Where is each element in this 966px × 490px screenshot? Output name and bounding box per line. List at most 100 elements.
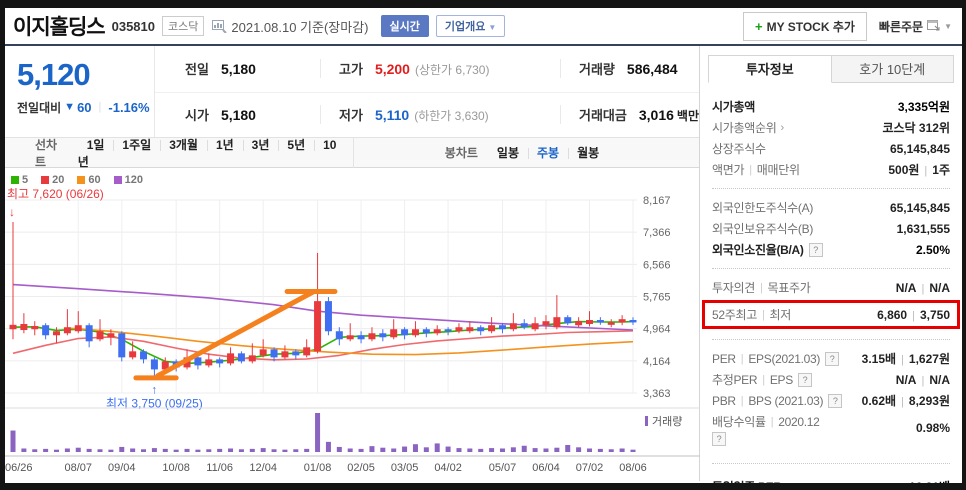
svg-text:최저 3,750 (09/25): 최저 3,750 (09/25): [106, 396, 203, 410]
info-group: 투자의견 | 목표주가 N/A | N/A 52주최고 | 최저 6,860 | 3,750: [702, 268, 960, 339]
reference-date: 2021.08.10 기준(장마감): [231, 19, 369, 35]
realtime-button[interactable]: 실시간: [380, 15, 429, 37]
tab-line-period-1[interactable]: 1일: [86, 137, 105, 152]
svg-text:09/04: 09/04: [108, 462, 136, 474]
info-value: 500원 | 1주: [888, 163, 950, 177]
prev-close-label: 전일: [185, 62, 209, 78]
svg-text:12/04: 12/04: [249, 462, 277, 474]
tab-line-period-7[interactable]: 10년: [77, 137, 337, 169]
info-group: 시가총액 3,335억원 시가총액순위 › 코스닥 312위 상장주식수 65,145,84…: [712, 93, 950, 188]
current-price-block: 5,120 전일대비 ▼ 60 | -1.16%: [5, 46, 156, 137]
svg-text:08/06: 08/06: [619, 462, 647, 474]
help-icon[interactable]: ?: [825, 351, 840, 366]
tab-invest-info[interactable]: 투자정보: [708, 55, 832, 83]
legend-swatch-icon: [113, 176, 122, 184]
high-label: 고가: [339, 62, 363, 78]
quick-order-button[interactable]: 빠른주문 ▼: [878, 19, 952, 34]
open-value: 5,180: [220, 107, 256, 124]
ma-legend-item: 5: [11, 174, 28, 186]
svg-text:06/04: 06/04: [532, 462, 560, 474]
info-group: 외국인한도주식수(A) 65,145,845 외국인보유주식수(B) 1,631,55…: [712, 188, 950, 268]
svg-text:07/02: 07/02: [576, 462, 604, 474]
info-panel: 투자정보 호가 10단계 시가총액 3,335억원 시가총액순위 › 코스닥 312위 상…: [700, 46, 962, 483]
stock-chart[interactable]: 5 20 60 120 8,167 7,366 6,566 5,765 4,964 4,164 3…: [5, 168, 700, 481]
info-value: 3.15배 | 1,627원: [861, 352, 950, 366]
tab-line-period-5[interactable]: 3년: [243, 138, 279, 152]
candle-chart-group-label: 봉차트: [444, 146, 478, 160]
help-icon[interactable]: ?: [828, 393, 843, 408]
info-row: 외국인한도주식수(A) 65,145,845: [712, 197, 950, 218]
tab-line-period-6[interactable]: 5년: [278, 138, 314, 152]
tab-line-period-2[interactable]: 1주일: [113, 138, 160, 152]
company-overview-button[interactable]: 기업개요 ▼: [435, 15, 506, 37]
info-label: 외국인한도주식수(A): [712, 201, 814, 215]
ma-legend-item: 120: [113, 174, 143, 186]
svg-text:06/26: 06/26: [5, 462, 33, 474]
info-label: 추정PER | EPS?: [712, 371, 812, 388]
info-value: 0.98%: [915, 421, 950, 435]
svg-text:04/02: 04/02: [434, 462, 462, 474]
chart-date-icon: [212, 19, 228, 33]
chevron-right-icon: ›: [786, 481, 790, 484]
svg-text:11/06: 11/06: [206, 462, 233, 474]
svg-text:4,164: 4,164: [643, 356, 671, 368]
info-row: 시가총액순위 › 코스닥 312위: [712, 117, 950, 138]
info-label: PBR | BPS (2021.03)?: [712, 393, 843, 408]
svg-text:03/05: 03/05: [391, 462, 419, 474]
stock-code: 035810: [111, 18, 155, 34]
low-label: 저가: [339, 108, 363, 124]
market-badge: 코스닥: [162, 16, 205, 36]
svg-text:5,765: 5,765: [643, 292, 671, 304]
tab-candle-period-1[interactable]: 일봉: [496, 146, 520, 160]
invest-info-body: 시가총액 3,335억원 시가총액순위 › 코스닥 312위 상장주식수 65,145,84…: [700, 83, 962, 483]
candlestick-chart-svg: 8,167 7,366 6,566 5,765 4,964 4,164 3,363 최고 7,…: [5, 187, 700, 474]
tab-candle-period-3[interactable]: 월봉: [568, 146, 608, 160]
page-header: 이지홀딩스 035810 코스닥 2021.08.10 기준(장마감) 실시간 …: [5, 8, 962, 46]
info-label: 동일업종 PER›: [712, 478, 789, 483]
info-label: 액면가 | 매매단위: [712, 163, 800, 177]
svg-text:↑: ↑: [151, 382, 157, 396]
open-label: 시가: [185, 108, 209, 124]
tab-candle-period-2[interactable]: 주봉: [528, 146, 568, 160]
help-icon[interactable]: ?: [712, 432, 726, 446]
info-label: 외국인소진율(B/A)?: [712, 241, 823, 258]
add-mystock-button[interactable]: + MY STOCK 추가: [742, 11, 867, 41]
info-label: 52주최고 | 최저: [712, 308, 792, 322]
info-value: 3,335억원: [897, 100, 950, 114]
legend-swatch-icon: [41, 176, 50, 184]
tab-line-period-4[interactable]: 1년: [207, 138, 243, 152]
panel-tabs: 투자정보 호가 10단계: [708, 55, 954, 83]
upper-limit: (상한가 6,730): [414, 63, 490, 78]
line-chart-tabs: 선차트 1일 1주일 3개월 1년 3년 5년 10년: [5, 136, 353, 170]
info-value: 65,145,845: [889, 200, 950, 215]
chart-tabbar: 선차트 1일 1주일 3개월 1년 3년 5년 10년 봉차트 일봉 주봉 월봉: [5, 136, 699, 170]
info-value: 6,860 | 3,750: [877, 307, 950, 322]
high-value: 5,200: [374, 61, 410, 78]
volume-label: 거래량: [579, 62, 615, 78]
info-value: 1,631,555: [896, 221, 950, 236]
info-group: 동일업종 PER›16.21배동일업종 등락률›-1.10%: [712, 463, 950, 483]
info-row: 추정PER | EPS? N/A | N/A: [712, 369, 950, 390]
info-row: 투자의견 | 목표주가 N/A | N/A: [712, 277, 950, 298]
trade-value-label: 거래대금: [579, 108, 627, 124]
ohlc-table: 전일 5,180 고가 5,200 (상한가 6,730) 거래량 586,484 시가…: [155, 46, 699, 137]
info-row: 동일업종 PER› 16.21배: [712, 476, 950, 483]
info-label: PER | EPS(2021.03)?: [712, 351, 840, 366]
info-label: 외국인보유주식수(B): [712, 222, 814, 236]
tab-orderbook[interactable]: 호가 10단계: [831, 55, 954, 83]
info-value: 16.21배: [909, 478, 950, 483]
current-price: 5,120: [17, 57, 91, 92]
trade-value: 3,016: [638, 107, 674, 124]
info-row: 배당수익률 | 2020.12? 0.98%: [712, 411, 950, 447]
line-chart-group-label: 선차트: [35, 137, 58, 169]
info-row: 상장주식수 65,145,845: [712, 138, 950, 159]
ma-legend: 5 20 60 120: [11, 174, 143, 186]
tab-line-period-3[interactable]: 3개월: [160, 138, 207, 152]
info-value: 0.62배 | 8,293원: [861, 394, 950, 408]
help-icon[interactable]: ?: [808, 242, 823, 257]
header-actions: + MY STOCK 추가 빠른주문 ▼: [742, 11, 952, 41]
svg-text:7,366: 7,366: [643, 227, 671, 239]
info-value: N/A | N/A: [895, 280, 950, 295]
help-icon[interactable]: ?: [797, 372, 812, 387]
info-row: 외국인보유주식수(B) 1,631,555: [712, 218, 950, 239]
